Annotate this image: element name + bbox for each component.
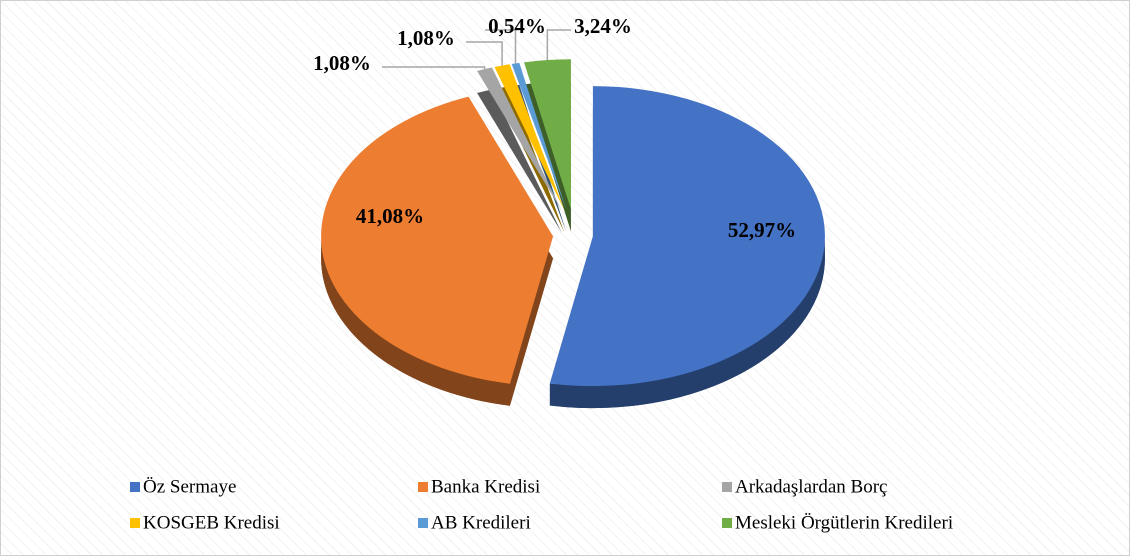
slice (494, 64, 565, 211)
data-label: 0,54% (488, 14, 546, 38)
slice (524, 59, 571, 210)
legend-label: AB Kredileri (431, 512, 531, 533)
legend-swatch (418, 518, 428, 528)
legend-label: Öz Sermaye (143, 476, 236, 497)
data-label: 52,97% (728, 218, 796, 242)
leader-line (546, 29, 571, 61)
legend-swatch (130, 518, 140, 528)
legend-label: Banka Kredisi (431, 476, 540, 497)
legend: Öz Sermaye Banka Kredisi Arkadaşlardan Bor… (130, 476, 953, 533)
data-label: 41,08% (356, 204, 424, 228)
leader-line (382, 66, 486, 70)
legend-swatch (722, 518, 732, 528)
slice (477, 67, 562, 211)
legend-swatch (130, 482, 140, 492)
legend-swatch (418, 482, 428, 492)
leader-line (485, 29, 517, 64)
legend-label: Arkadaşlardan Borç (735, 476, 887, 497)
data-label: 1,08% (313, 51, 371, 75)
slice-side (321, 236, 510, 406)
legend-label: Mesleki Örgütlerin Kredileri (735, 512, 953, 533)
legend-swatch (722, 482, 732, 492)
data-label: 1,08% (397, 26, 455, 50)
slice-side (549, 236, 825, 409)
slice (549, 86, 825, 387)
slice-base (477, 89, 562, 233)
pie (321, 59, 825, 409)
legend-label: KOSGEB Kredisi (143, 512, 280, 533)
data-label: 3,24% (574, 14, 632, 38)
slice (511, 62, 567, 210)
leader-line (466, 41, 503, 66)
slice (321, 96, 554, 384)
labels: 52,97% 41,08% 1,08% 1,08% 0,54% 3,24% (313, 14, 796, 242)
